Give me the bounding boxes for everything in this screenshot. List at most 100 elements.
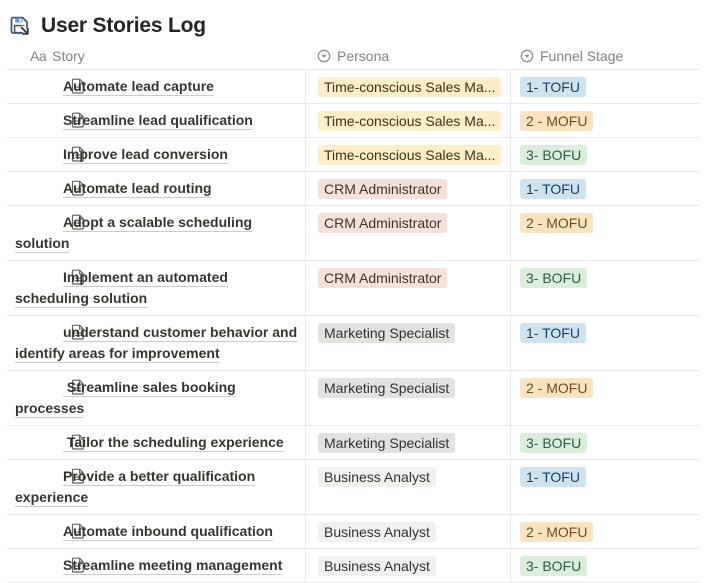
story-title[interactable]: Streamline meeting management	[63, 557, 283, 573]
document-icon	[43, 379, 84, 395]
persona-tag[interactable]: Marketing Specialist	[318, 323, 456, 343]
column-label-funnel-stage: Funnel Stage	[540, 48, 624, 64]
document-icon	[43, 180, 84, 196]
funnel-stage-cell[interactable]: 2 - MOFU	[510, 515, 700, 548]
story-cell[interactable]: Implement an automated scheduling soluti…	[7, 261, 305, 315]
persona-tag[interactable]: Marketing Specialist	[318, 433, 456, 453]
funnel-stage-cell[interactable]: 2 - MOFU	[510, 104, 700, 137]
story-title[interactable]: Automate lead routing	[63, 180, 212, 196]
funnel-stage-tag[interactable]: 2 - MOFU	[520, 378, 594, 398]
persona-cell[interactable]: CRM Administrator	[305, 172, 510, 205]
persona-cell[interactable]: Business Analyst	[305, 549, 510, 582]
table-row: Provide a better qualification experienc…	[7, 460, 700, 515]
funnel-stage-tag[interactable]: 3- BOFU	[520, 433, 588, 453]
story-title[interactable]: Streamline sales booking processes	[15, 379, 236, 416]
story-title[interactable]: Adopt a scalable scheduling solution	[15, 214, 253, 251]
story-cell[interactable]: Automate lead routing	[7, 172, 305, 205]
text-property-icon: Aa	[30, 48, 47, 64]
funnel-stage-tag[interactable]: 1- TOFU	[520, 179, 586, 199]
persona-tag[interactable]: CRM Administrator	[318, 213, 448, 233]
funnel-stage-cell[interactable]: 1- TOFU	[510, 172, 700, 205]
table-row: Implement an automated scheduling soluti…	[7, 261, 700, 316]
story-title[interactable]: Automate inbound qualification	[63, 523, 273, 539]
table-row: Adopt a scalable scheduling solution CRM…	[7, 206, 700, 261]
funnel-stage-tag[interactable]: 2 - MOFU	[520, 522, 594, 542]
funnel-stage-cell[interactable]: 3- BOFU	[510, 261, 700, 315]
persona-tag[interactable]: CRM Administrator	[318, 179, 448, 199]
table-header-row: Aa Story Persona	[7, 43, 700, 70]
funnel-stage-tag[interactable]: 2 - MOFU	[520, 213, 594, 233]
table-row: understand customer behavior and identif…	[7, 316, 700, 371]
document-icon	[43, 468, 84, 484]
table-row: Improve lead conversion Time-conscious S…	[7, 138, 700, 172]
table-row: Streamline lead qualification Time-consc…	[7, 104, 700, 138]
persona-cell[interactable]: Time-conscious Sales Ma...	[305, 70, 510, 103]
table-row: Streamline meeting management Business A…	[7, 549, 700, 583]
story-cell[interactable]: Streamline sales booking processes	[7, 371, 305, 425]
funnel-stage-cell[interactable]: 3- BOFU	[510, 138, 700, 171]
persona-cell[interactable]: Time-conscious Sales Ma...	[305, 138, 510, 171]
funnel-stage-tag[interactable]: 3- BOFU	[520, 145, 588, 165]
persona-tag[interactable]: Time-conscious Sales Ma...	[318, 145, 502, 165]
story-cell[interactable]: Provide a better qualification experienc…	[7, 460, 305, 514]
funnel-stage-tag[interactable]: 3- BOFU	[520, 556, 588, 576]
story-cell[interactable]: understand customer behavior and identif…	[7, 316, 305, 370]
persona-cell[interactable]: Marketing Specialist	[305, 371, 510, 425]
persona-tag[interactable]: Marketing Specialist	[318, 378, 456, 398]
persona-tag[interactable]: Time-conscious Sales Ma...	[318, 111, 502, 131]
funnel-stage-tag[interactable]: 3- BOFU	[520, 268, 588, 288]
story-title[interactable]: Streamline lead qualification	[63, 112, 253, 128]
story-cell[interactable]: Streamline lead qualification	[7, 104, 305, 137]
select-property-icon	[520, 49, 534, 63]
funnel-stage-cell[interactable]: 1- TOFU	[510, 316, 700, 370]
page-title: User Stories Log	[41, 13, 206, 37]
persona-cell[interactable]: Business Analyst	[305, 515, 510, 548]
funnel-stage-cell[interactable]: 2 - MOFU	[510, 371, 700, 425]
persona-cell[interactable]: Time-conscious Sales Ma...	[305, 104, 510, 137]
persona-cell[interactable]: Business Analyst	[305, 460, 510, 514]
column-header-persona[interactable]: Persona	[305, 48, 510, 64]
persona-cell[interactable]: CRM Administrator	[305, 206, 510, 260]
column-header-funnel-stage[interactable]: Funnel Stage	[510, 48, 700, 64]
persona-tag[interactable]: Time-conscious Sales Ma...	[318, 77, 502, 97]
funnel-stage-cell[interactable]: 2 - MOFU	[510, 206, 700, 260]
funnel-stage-tag[interactable]: 2 - MOFU	[520, 111, 594, 131]
persona-tag[interactable]: Business Analyst	[318, 467, 436, 487]
persona-cell[interactable]: Marketing Specialist	[305, 426, 510, 459]
column-label-persona: Persona	[337, 48, 390, 64]
funnel-stage-tag[interactable]: 1- TOFU	[520, 467, 586, 487]
story-title[interactable]: Tailor the scheduling experience	[63, 434, 284, 450]
table-row: Tailor the scheduling experience Marketi…	[7, 426, 700, 460]
story-cell[interactable]: Improve lead conversion	[7, 138, 305, 171]
table-row: Automate lead capture Time-conscious Sal…	[7, 70, 700, 104]
document-icon	[43, 557, 84, 573]
persona-cell[interactable]: Marketing Specialist	[305, 316, 510, 370]
funnel-stage-cell[interactable]: 3- BOFU	[510, 426, 700, 459]
persona-tag[interactable]: Business Analyst	[318, 556, 436, 576]
persona-tag[interactable]: Business Analyst	[318, 522, 436, 542]
story-title[interactable]: understand customer behavior and identif…	[15, 324, 298, 361]
document-icon	[43, 146, 84, 162]
story-cell[interactable]: Streamline meeting management	[7, 549, 305, 582]
funnel-stage-cell[interactable]: 3- BOFU	[510, 549, 700, 582]
story-cell[interactable]: Tailor the scheduling experience	[7, 426, 305, 459]
document-icon	[43, 523, 84, 539]
story-cell[interactable]: Automate inbound qualification	[7, 515, 305, 548]
funnel-stage-tag[interactable]: 1- TOFU	[520, 323, 586, 343]
story-cell[interactable]: Adopt a scalable scheduling solution	[7, 206, 305, 260]
story-cell[interactable]: Automate lead capture	[7, 70, 305, 103]
column-label-story: Story	[52, 48, 85, 64]
table-row: Automate lead routing CRM Administrator …	[7, 172, 700, 206]
column-header-story[interactable]: Aa Story	[7, 48, 305, 64]
funnel-stage-cell[interactable]: 1- TOFU	[510, 70, 700, 103]
persona-tag[interactable]: CRM Administrator	[318, 268, 448, 288]
funnel-stage-cell[interactable]: 1- TOFU	[510, 460, 700, 514]
persona-cell[interactable]: CRM Administrator	[305, 261, 510, 315]
funnel-stage-tag[interactable]: 1- TOFU	[520, 77, 586, 97]
story-title[interactable]: Improve lead conversion	[63, 146, 228, 162]
save-as-icon	[8, 14, 32, 38]
story-title[interactable]: Implement an automated scheduling soluti…	[15, 269, 228, 306]
story-title[interactable]: Provide a better qualification experienc…	[15, 468, 256, 505]
story-title[interactable]: Automate lead capture	[63, 78, 214, 94]
